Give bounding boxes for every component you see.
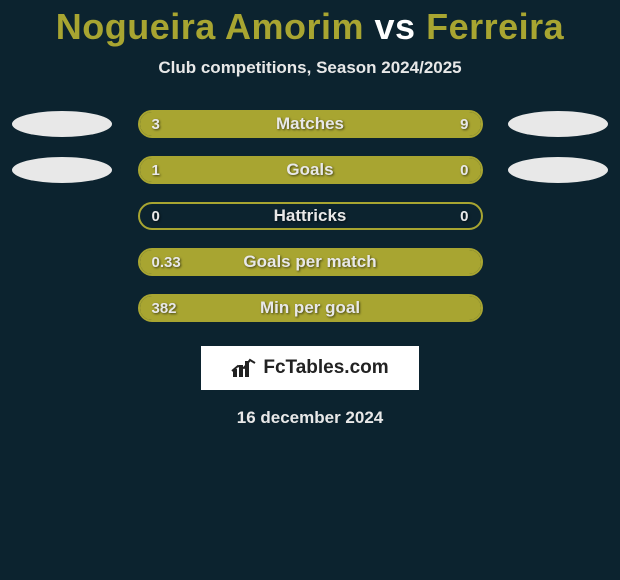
stats-rows: 3Matches91Goals00Hattricks00.33Goals per… xyxy=(0,110,620,322)
spacer xyxy=(26,203,126,229)
spacer xyxy=(26,295,126,321)
stat-label: Matches xyxy=(140,112,481,136)
player1-marker xyxy=(12,111,112,137)
spacer xyxy=(495,295,595,321)
stat-row: 3Matches9 xyxy=(0,110,620,138)
spacer xyxy=(495,249,595,275)
spacer xyxy=(495,203,595,229)
logo-box: FcTables.com xyxy=(201,346,419,390)
player1-marker xyxy=(12,157,112,183)
stat-bar: 0.33Goals per match xyxy=(138,248,483,276)
title-vs: vs xyxy=(375,6,416,47)
stat-label: Min per goal xyxy=(140,296,481,320)
player2-marker xyxy=(508,111,608,137)
player2-name: Ferreira xyxy=(426,6,564,47)
stat-row: 0Hattricks0 xyxy=(0,202,620,230)
stat-value-right: 9 xyxy=(448,112,480,136)
stat-bar: 3Matches9 xyxy=(138,110,483,138)
player1-name: Nogueira Amorim xyxy=(56,6,364,47)
comparison-card: Nogueira Amorim vs Ferreira Club competi… xyxy=(0,0,620,428)
player2-marker xyxy=(508,157,608,183)
title: Nogueira Amorim vs Ferreira xyxy=(0,6,620,48)
stat-value-right xyxy=(457,296,481,320)
date-text: 16 december 2024 xyxy=(0,408,620,428)
stat-value-right: 0 xyxy=(448,158,480,182)
logo-text: FcTables.com xyxy=(263,357,388,379)
stat-value-right xyxy=(457,250,481,274)
stat-bar: 0Hattricks0 xyxy=(138,202,483,230)
stat-row: 0.33Goals per match xyxy=(0,248,620,276)
subtitle: Club competitions, Season 2024/2025 xyxy=(0,58,620,78)
spacer xyxy=(26,249,126,275)
chart-icon xyxy=(231,357,257,379)
stat-row: 1Goals0 xyxy=(0,156,620,184)
stat-row: 382Min per goal xyxy=(0,294,620,322)
stat-label: Hattricks xyxy=(140,204,481,228)
stat-label: Goals per match xyxy=(140,250,481,274)
stat-bar: 382Min per goal xyxy=(138,294,483,322)
stat-label: Goals xyxy=(140,158,481,182)
stat-bar: 1Goals0 xyxy=(138,156,483,184)
stat-value-right: 0 xyxy=(448,204,480,228)
